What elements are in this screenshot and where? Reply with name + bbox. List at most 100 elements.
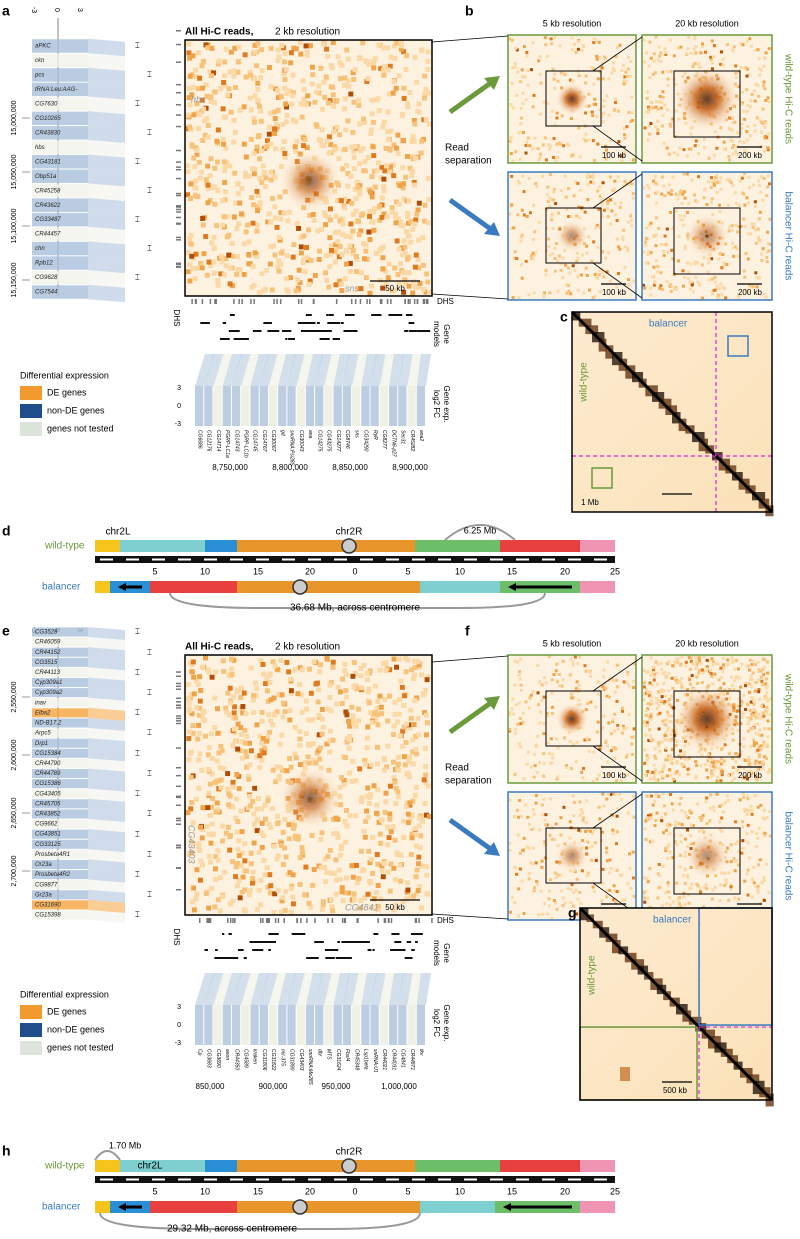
heatmap-pixel <box>538 721 542 725</box>
zoom-box <box>545 70 602 127</box>
heatmap-pixel <box>251 119 257 125</box>
dhs-mark <box>176 168 181 171</box>
heatmap-pixel <box>211 270 217 276</box>
heatmap-pixel <box>733 869 737 873</box>
heatmap-pixel <box>425 674 431 680</box>
heatmap-pixel <box>280 146 286 152</box>
heatmap-pixel <box>210 796 216 802</box>
heatmap-pixel <box>620 68 624 72</box>
heatmap-pixel <box>597 40 601 44</box>
heatmap-pixel <box>767 100 771 104</box>
heatmap-pixel <box>212 100 217 106</box>
heatmap-pixel <box>534 745 538 749</box>
gene-name: CG6686 <box>196 430 202 449</box>
heatmap-pixel <box>525 762 529 766</box>
heatmap-pixel <box>644 724 648 728</box>
heatmap-pixel <box>720 829 724 833</box>
heatmap-pixel <box>209 832 215 838</box>
heatmap-pixel <box>585 244 589 248</box>
heatmap-pixel <box>630 742 634 746</box>
heatmap-pixel <box>403 67 409 72</box>
heatmap-pixel <box>659 106 663 110</box>
heatmap-pixel <box>260 735 266 741</box>
heatmap-pixel <box>742 737 746 741</box>
heatmap-pixel <box>677 117 681 121</box>
heatmap-pixel <box>757 235 761 239</box>
heatmap-pixel <box>573 42 577 46</box>
heatmap-pixel <box>688 682 692 686</box>
exp-bar <box>407 386 416 426</box>
heatmap-pixel <box>759 669 763 673</box>
heatmap-pixel <box>679 833 683 837</box>
heatmap-pixel <box>743 224 747 228</box>
heatmap-pixel <box>630 95 634 99</box>
heatmap-pixel <box>427 289 432 295</box>
panel-label: f <box>465 623 470 639</box>
heatmap-pixel <box>645 237 649 241</box>
heatmap-pixel <box>342 106 348 112</box>
heatmap-pixel <box>422 95 427 101</box>
heatmap-pixel <box>361 116 367 122</box>
heatmap-pixel <box>578 703 582 707</box>
heatmap-pixel <box>597 773 601 777</box>
heatmap-pixel <box>332 870 338 876</box>
gene-bar <box>32 859 88 870</box>
track-label: models <box>432 321 441 347</box>
heatmap-pixel <box>188 774 194 780</box>
heatmap-pixel <box>358 685 364 691</box>
heatmap-pixel <box>652 52 656 56</box>
heatmap-pixel <box>513 901 517 905</box>
heatmap-pixel <box>718 203 722 207</box>
heatmap-pixel <box>348 91 354 97</box>
heatmap-pixel <box>643 761 647 765</box>
heatmap-pixel <box>740 662 744 666</box>
heatmap-pixel <box>735 145 739 149</box>
gene-name: CG31806 <box>261 1049 267 1071</box>
heatmap-pixel <box>552 190 556 194</box>
heatmap-hotspot <box>280 768 340 828</box>
heatmap-pixel <box>741 839 745 843</box>
heatmap-pixel <box>563 174 567 178</box>
heatmap-pixel <box>645 753 649 757</box>
heatmap-pixel <box>545 249 549 253</box>
heatmap-pixel <box>395 132 401 138</box>
heatmap-pixel <box>661 831 665 835</box>
heatmap-pixel <box>685 172 689 176</box>
heatmap-pixel <box>649 699 653 703</box>
heatmap-pixel <box>694 667 698 671</box>
heatmap-pixel <box>608 871 612 875</box>
heatmap-pixel <box>302 765 308 771</box>
heatmap-pixel <box>650 275 654 279</box>
heatmap-pixel <box>712 288 716 292</box>
heatmap-pixel <box>733 679 737 683</box>
heatmap-pixel <box>567 144 571 148</box>
heatmap-pixel <box>654 35 658 39</box>
gene-connector <box>379 973 395 1005</box>
gene-bar <box>32 799 88 809</box>
heatmap-pixel <box>219 748 225 754</box>
heatmap-pixel <box>574 888 578 892</box>
heatmap-pixel <box>316 687 322 693</box>
dhs-mark <box>253 299 255 304</box>
heatmap-pixel <box>317 756 323 762</box>
heatmap-pixel <box>755 832 759 836</box>
heatmap-pixel <box>749 727 753 731</box>
heatmap-pixel <box>348 221 354 227</box>
heatmap-pixel <box>255 134 261 140</box>
heatmap-pixel <box>265 884 271 890</box>
heatmap-pixel <box>551 756 555 760</box>
heatmap-pixel <box>205 122 211 128</box>
heatmap-pixel <box>547 245 551 249</box>
heatmap-pixel <box>340 898 346 904</box>
heatmap-pixel <box>366 848 372 854</box>
heatmap-pixel <box>597 273 601 277</box>
heatmap-pixel <box>303 698 309 704</box>
heatmap-frame <box>184 39 433 297</box>
heatmap-pixel <box>742 693 746 697</box>
heatmap-pixel <box>669 124 673 128</box>
heatmap-pixel <box>349 863 355 869</box>
heatmap-pixel <box>256 290 262 296</box>
heatmap-pixel <box>756 805 760 809</box>
heatmap-pixel <box>198 260 204 266</box>
heatmap-pixel <box>586 840 590 844</box>
